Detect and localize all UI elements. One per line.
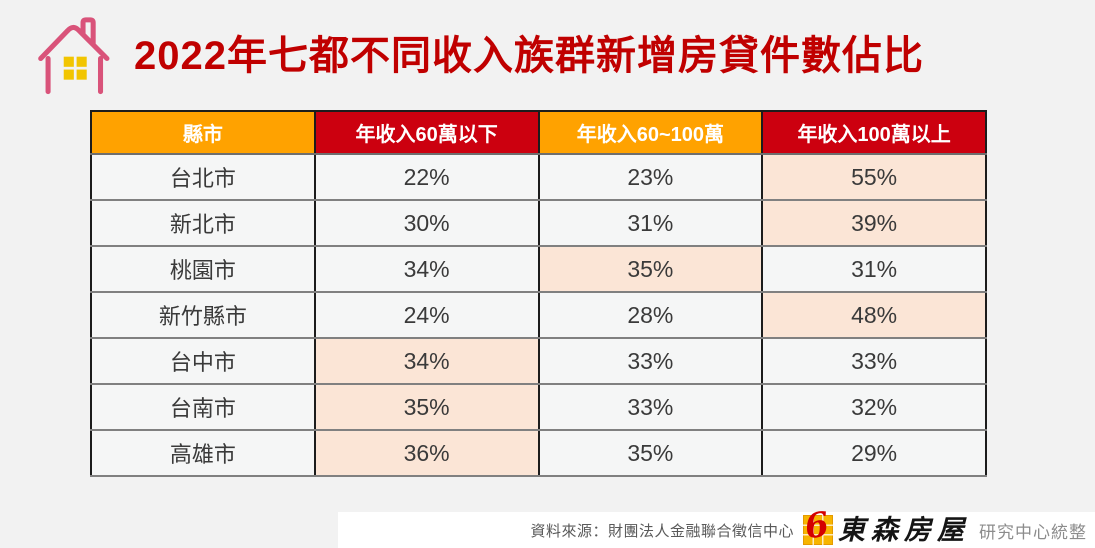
value-cell: 35% (313, 383, 540, 431)
footer-suffix-text: 研究中心統整 (979, 522, 1087, 542)
column-header: 年收入60萬以下 (313, 111, 540, 155)
column-header: 縣市 (90, 111, 316, 155)
city-cell: 桃園市 (90, 245, 316, 293)
ehouse-logo-icon: 6 (802, 505, 833, 547)
table-row: 新竹縣市 24% 28% 48% (90, 291, 987, 339)
value-cell: 36% (313, 429, 540, 477)
value-cell: 30% (313, 199, 540, 247)
value-cell: 33% (537, 337, 764, 385)
column-header: 年收入100萬以上 (761, 111, 987, 155)
income-share-table: 縣市 年收入60萬以下 年收入60~100萬 年收入100萬以上 台北市 22% 23% 5… (90, 110, 987, 477)
city-cell: 新竹縣市 (90, 291, 316, 339)
value-cell: 24% (313, 291, 540, 339)
company-logo: 6 東森房屋 (802, 505, 970, 548)
value-cell: 31% (537, 199, 764, 247)
footer: 資料來源：財團法人金融聯合徵信中心 6 東森房屋 研究中心統整 (338, 505, 1095, 548)
city-cell: 新北市 (90, 199, 316, 247)
value-cell: 39% (761, 199, 987, 247)
column-header: 年收入60~100萬 (537, 111, 764, 155)
value-cell: 28% (537, 291, 764, 339)
data-source-text: 資料來源：財團法人金融聯合徵信中心 (530, 522, 794, 540)
logo-brush-stroke: 6 (802, 504, 832, 548)
value-cell: 34% (313, 245, 540, 293)
value-cell: 23% (537, 153, 764, 201)
table-row: 台南市 35% 33% 32% (90, 383, 987, 431)
value-cell: 31% (761, 245, 987, 293)
table-header-row: 縣市 年收入60萬以下 年收入60~100萬 年收入100萬以上 (90, 111, 987, 155)
table-row: 高雄市 36% 35% 29% (90, 429, 987, 477)
value-cell: 35% (537, 429, 764, 477)
value-cell: 32% (761, 383, 987, 431)
value-cell: 29% (761, 429, 987, 477)
table-row: 新北市 30% 31% 39% (90, 199, 987, 247)
value-cell: 33% (537, 383, 764, 431)
city-cell: 台中市 (90, 337, 316, 385)
value-cell: 35% (537, 245, 764, 293)
table-row: 桃園市 34% 35% 31% (90, 245, 987, 293)
header: 2022年七都不同收入族群新增房貸件數佔比 (26, 10, 924, 96)
page-title: 2022年七都不同收入族群新增房貸件數佔比 (134, 34, 924, 78)
house-icon (38, 17, 110, 95)
city-cell: 高雄市 (90, 429, 316, 477)
company-name: 東森房屋 (838, 514, 970, 546)
value-cell: 22% (313, 153, 540, 201)
value-cell: 34% (313, 337, 540, 385)
house-window (63, 56, 87, 80)
value-cell: 48% (761, 291, 987, 339)
table-row: 台中市 34% 33% 33% (90, 337, 987, 385)
city-cell: 台南市 (90, 383, 316, 431)
table-row: 台北市 22% 23% 55% (90, 153, 987, 201)
value-cell: 33% (761, 337, 987, 385)
city-cell: 台北市 (90, 153, 316, 201)
value-cell: 55% (761, 153, 987, 201)
data-table-container: 縣市 年收入60萬以下 年收入60~100萬 年收入100萬以上 台北市 22% 23% 5… (90, 110, 987, 477)
